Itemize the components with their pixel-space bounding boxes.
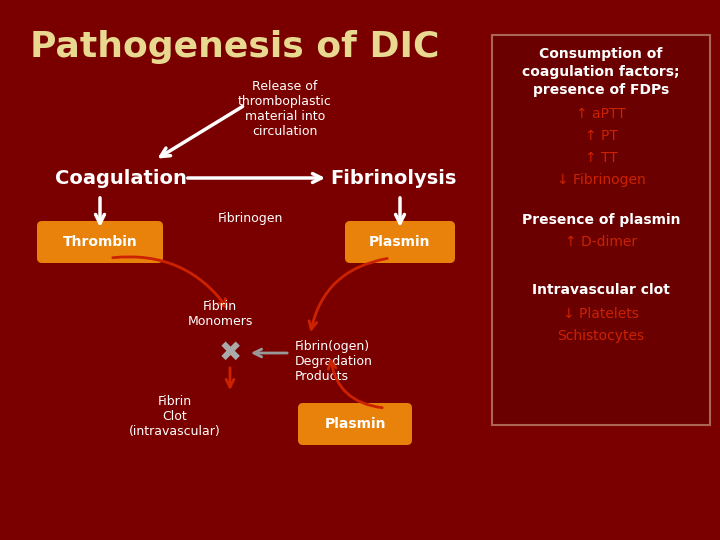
Text: Fibrin
Monomers: Fibrin Monomers [187,300,253,328]
Text: Fibrin
Clot
(intravascular): Fibrin Clot (intravascular) [129,395,221,438]
FancyBboxPatch shape [298,403,412,445]
Text: ✖: ✖ [218,339,242,367]
Text: Release of
thromboplastic
material into
circulation: Release of thromboplastic material into … [238,80,332,138]
Text: Consumption of: Consumption of [539,47,662,61]
Text: Fibrin(ogen)
Degradation
Products: Fibrin(ogen) Degradation Products [295,340,373,383]
Text: Fibrinolysis: Fibrinolysis [330,168,456,187]
Text: ↑ TT: ↑ TT [585,151,617,165]
Text: Pathogenesis of DIC: Pathogenesis of DIC [30,30,439,64]
Text: ↑ PT: ↑ PT [585,129,618,143]
Text: Intravascular clot: Intravascular clot [532,283,670,297]
Text: Schistocytes: Schistocytes [557,329,644,343]
Text: coagulation factors;: coagulation factors; [522,65,680,79]
Text: Presence of plasmin: Presence of plasmin [522,213,680,227]
Text: ↑ aPTT: ↑ aPTT [576,107,626,121]
FancyBboxPatch shape [37,221,163,263]
Text: Thrombin: Thrombin [63,235,138,249]
FancyBboxPatch shape [345,221,455,263]
Text: ↓ Platelets: ↓ Platelets [563,307,639,321]
FancyBboxPatch shape [492,35,710,425]
Text: Coagulation: Coagulation [55,168,187,187]
Text: presence of FDPs: presence of FDPs [533,83,669,97]
Text: Plasmin: Plasmin [369,235,431,249]
Text: ↑ D-dimer: ↑ D-dimer [565,235,637,249]
Text: Plasmin: Plasmin [324,417,386,431]
Text: ↓ Fibrinogen: ↓ Fibrinogen [557,173,645,187]
Text: Fibrinogen: Fibrinogen [217,212,283,225]
